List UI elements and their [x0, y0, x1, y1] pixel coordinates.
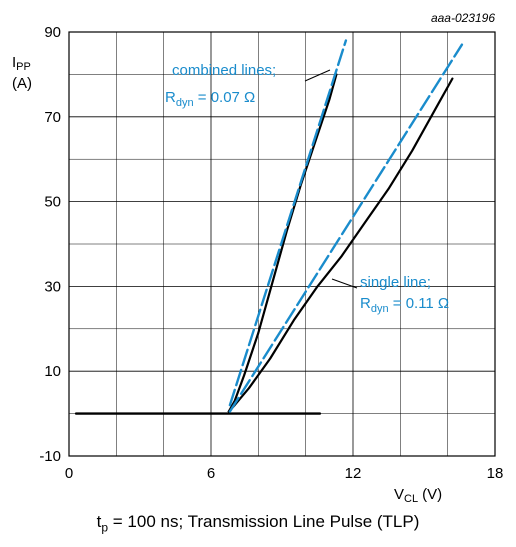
series-group: [74, 39, 464, 415]
single-annotation-rdyn: Rdyn = 0.11 Ω: [360, 295, 449, 315]
y-tick-label-5: 90: [44, 24, 61, 41]
x-tick-label-1: 6: [207, 465, 215, 482]
combined-fit-line: [228, 39, 348, 407]
combined-annotation-line1: combined lines;: [172, 62, 276, 79]
y-axis-unit: (A): [12, 75, 32, 92]
tick-labels: 0 6 12 18 -10 10 30 50 70 90: [39, 24, 503, 482]
combined-annotation-rdyn: Rdyn = 0.07 Ω: [165, 89, 255, 109]
single-leader-line: [331, 278, 358, 289]
x-axis-label: VCL (V): [394, 486, 442, 505]
figure-code: aaa-023196: [431, 11, 495, 25]
combined-leader-line: [304, 69, 331, 82]
x-tick-label-3: 18: [487, 465, 504, 482]
y-axis-label: IPP: [12, 54, 31, 73]
y-tick-label-0: -10: [39, 448, 61, 465]
single-annotation-line1: single line;: [360, 274, 431, 291]
single-fit-line: [228, 43, 464, 413]
chart-caption: tp = 100 ns; Transmission Line Pulse (TL…: [96, 512, 420, 535]
y-tick-label-1: 10: [44, 363, 61, 380]
x-tick-label-2: 12: [345, 465, 362, 482]
combined-measured-line: [227, 73, 338, 413]
y-tick-label-3: 50: [44, 194, 61, 211]
tlp-chart: 0 6 12 18 -10 10 30 50 70 90 aaa-023196 IPP (A) V…: [12, 11, 503, 505]
plot-frame: [68, 31, 496, 457]
single-measured-line: [227, 77, 454, 413]
y-tick-label-4: 70: [44, 109, 61, 126]
y-tick-label-2: 30: [44, 278, 61, 295]
x-tick-label-0: 0: [65, 465, 73, 482]
